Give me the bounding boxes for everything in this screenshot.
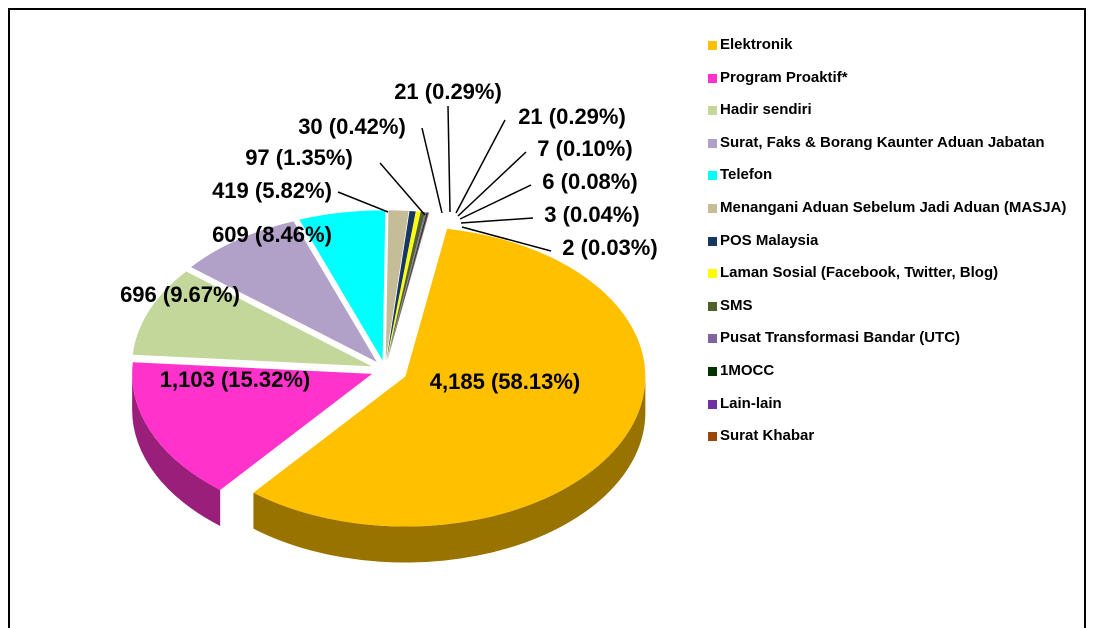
leader-line [455,119,506,214]
data-label: 21 (0.29%) [518,104,626,129]
data-label: 3 (0.04%) [544,202,639,227]
legend-label: Pusat Transformasi Bandar (UTC) [720,329,961,347]
legend-item: Elektronik [708,36,1088,69]
slice [387,212,428,361]
data-label: 4,185 (58.13%) [430,369,580,394]
leader-line [421,127,443,214]
data-label: 609 (8.46%) [212,222,332,247]
legend-swatch [708,171,717,181]
legend-item: Pusat Transformasi Bandar (UTC) [708,329,1088,362]
legend-label: SMS [720,296,753,314]
legend-label: Surat, Faks & Borang Kaunter Aduan Jabat… [720,133,1045,151]
legend-swatch [708,301,717,311]
legend: Elektronik Program Proaktif* Hadir sendiri… [708,36,1088,460]
leader-line [379,162,426,216]
leader-line [337,191,389,213]
legend-swatch [708,269,717,279]
legend-swatch [708,138,717,148]
slice [385,210,409,361]
legend-swatch [708,432,717,442]
legend-item: POS Malaysia [708,232,1088,265]
legend-item: Lain-lain [708,395,1088,428]
data-label: 419 (5.82%) [212,178,332,203]
slice [386,211,421,361]
legend-label: Laman Sosial (Facebook, Twitter, Blog) [720,264,999,282]
legend-item: Laman Sosial (Facebook, Twitter, Blog) [708,264,1088,297]
slice [132,271,373,367]
legend-label: Surat Khabar [720,427,815,445]
legend-label: Hadir sendiri [720,101,812,119]
data-label: 6 (0.08%) [542,169,637,194]
legend-swatch [708,236,717,246]
leader-line [460,217,534,224]
legend-swatch [708,73,717,83]
slice-sides [132,373,646,563]
data-label: 2 (0.03%) [562,235,657,260]
legend-item: Menangani Aduan Sebelum Jadi Aduan (MASJ… [708,199,1088,232]
legend-swatch [708,366,717,376]
legend-item: SMS [708,297,1088,330]
slice [386,210,416,361]
legend-label: Telefon [720,166,773,184]
leader-line [461,226,552,252]
slice [387,211,426,361]
slice-side [253,376,646,563]
legend-item: Telefon [708,166,1088,199]
legend-label: Elektronik [720,36,793,53]
legend-label: Lain-lain [720,394,782,412]
slice [299,210,386,361]
slice [387,212,429,361]
slice [253,228,646,527]
legend-item: 1MOCC [708,362,1088,395]
legend-item: Program Proaktif* [708,69,1088,102]
slice-side [132,373,221,526]
legend-swatch [708,106,717,116]
legend-item: Surat Khabar [708,427,1088,460]
data-label: 696 (9.67%) [120,282,240,307]
legend-swatch [708,203,717,213]
slice [132,362,373,490]
legend-label: Menangani Aduan Sebelum Jadi Aduan (MASJ… [720,198,1067,216]
legend-swatch [708,41,717,50]
data-label: 7 (0.10%) [537,136,632,161]
legend-label: Program Proaktif* [720,68,848,86]
leader-line [459,184,532,220]
legend-label: POS Malaysia [720,231,819,249]
legend-item: Hadir sendiri [708,101,1088,134]
slice [387,212,430,361]
frame [8,8,1086,628]
legend-swatch [708,334,717,344]
data-label: 1,103 (15.32%) [160,367,310,392]
legend-label: 1MOCC [720,361,775,379]
leader-line [457,151,527,217]
data-label: 21 (0.29%) [394,79,502,104]
data-label: 97 (1.35%) [245,145,353,170]
legend-swatch [708,399,717,409]
leader-line [447,105,451,213]
legend-item: Surat, Faks & Borang Kaunter Aduan Jabat… [708,134,1088,167]
slice [190,221,377,363]
slice [387,212,427,361]
data-label: 30 (0.42%) [298,114,406,139]
